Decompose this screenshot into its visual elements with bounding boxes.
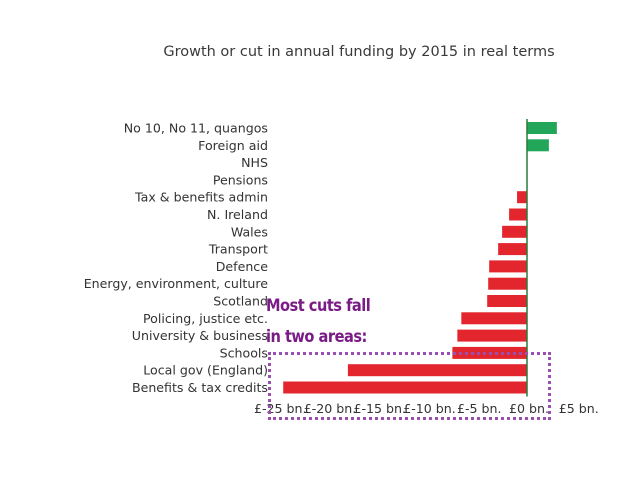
x-tick-label: £-5 bn. [457,401,502,416]
category-label: Benefits & tax credits [132,380,268,395]
x-tick-label: £0 bn. [509,401,549,416]
category-label: Tax & benefits admin [134,190,268,205]
bar [498,243,527,256]
category-label: Transport [208,242,268,257]
category-label: Pensions [213,172,268,187]
annotation-text: Most cuts fall in two areas: [266,291,371,353]
category-label: Energy, environment, culture [84,276,269,291]
x-tick-label: £-10 bn. [403,401,456,416]
category-label: Wales [231,224,268,239]
bar [527,139,549,152]
annotation-line-2: in two areas: [266,327,367,347]
bar [527,122,557,134]
category-label: Scotland [213,294,268,309]
chart-title: Growth or cut in annual funding by 2015 … [163,44,555,60]
bar [457,329,527,342]
x-tick-label: £-20 bn. [304,401,357,416]
highlight-box [268,352,551,420]
x-tick-label: £-25 bn. [254,401,307,416]
category-label: University & business [132,328,268,343]
bar [283,381,527,394]
annotation-line-1: Most cuts fall [266,296,371,316]
category-label: Defence [216,259,269,274]
category-label: N. Ireland [207,207,268,222]
x-axis-ticks: £-25 bn.£-20 bn.£-15 bn.£-10 bn. £-5 bn. £… [254,401,599,416]
bar [517,191,527,204]
bar [487,295,527,307]
bar [488,277,527,290]
category-labels: No 10, No 11, quangos Foreign aid NHS Pensi… [84,121,269,396]
category-label: Policing, justice etc. [143,311,268,326]
category-label: No 10, No 11, quangos [124,121,268,136]
bar [461,312,527,325]
category-label: Local gov (England) [143,363,268,378]
category-label: Schools [220,345,268,360]
x-tick-label: £5 bn. [559,401,599,416]
category-label: NHS [241,155,268,170]
bar [502,225,527,238]
category-label: Foreign aid [198,138,268,153]
bar [489,260,527,273]
bars-layer [283,122,557,394]
bar [509,208,527,221]
bar [347,364,527,377]
x-tick-label: £-15 bn. [353,401,406,416]
